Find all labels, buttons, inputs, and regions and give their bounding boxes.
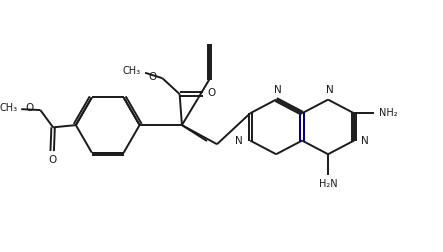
Text: N: N <box>235 137 243 146</box>
Text: N: N <box>326 85 334 96</box>
Text: O: O <box>48 155 56 165</box>
Text: N: N <box>274 85 282 96</box>
Text: O: O <box>207 88 216 98</box>
Text: O: O <box>148 72 156 82</box>
Text: N: N <box>361 137 369 146</box>
Text: CH₃: CH₃ <box>122 66 140 76</box>
Text: H₂N: H₂N <box>319 179 338 189</box>
Text: O: O <box>26 103 34 113</box>
Text: CH₃: CH₃ <box>0 103 18 113</box>
Text: NH₂: NH₂ <box>379 108 397 118</box>
